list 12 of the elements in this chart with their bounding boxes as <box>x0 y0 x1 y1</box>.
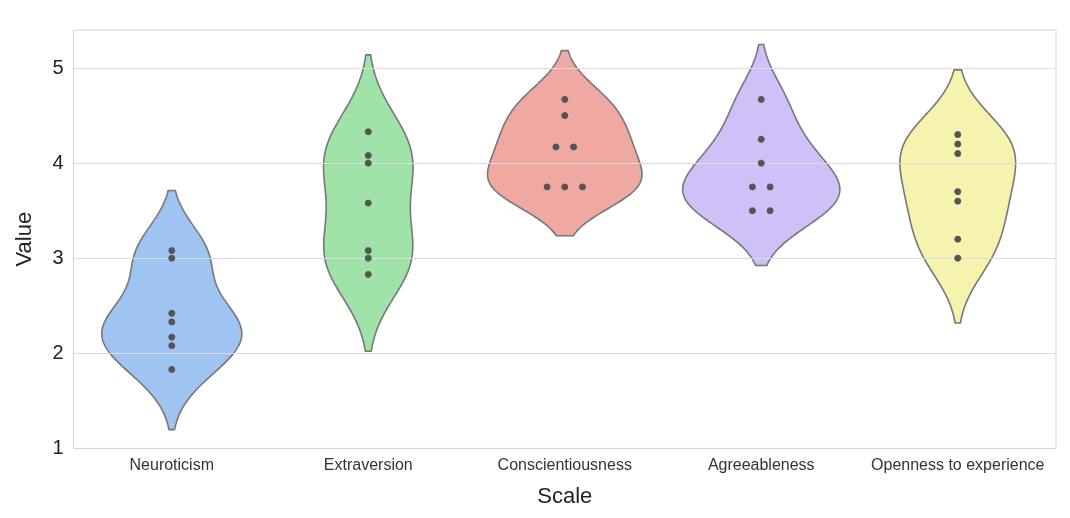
x-tick-label: Extraversion <box>323 456 413 474</box>
y-tick-label: 5 <box>52 55 64 78</box>
y-tick-label: 4 <box>52 150 64 173</box>
y-axis-title: Value <box>11 211 37 267</box>
y-tick-label: 2 <box>52 340 64 363</box>
x-tick-label: Openness to experience <box>871 456 1045 474</box>
y-tick-label: 3 <box>52 245 64 268</box>
x-axis-title: Scale <box>537 482 593 508</box>
x-tick-label: Neuroticism <box>129 456 215 474</box>
x-tick-label: Conscientiousness <box>497 456 632 474</box>
x-tick-label: Agreeableness <box>707 456 815 474</box>
y-tick-label: 1 <box>52 435 64 458</box>
